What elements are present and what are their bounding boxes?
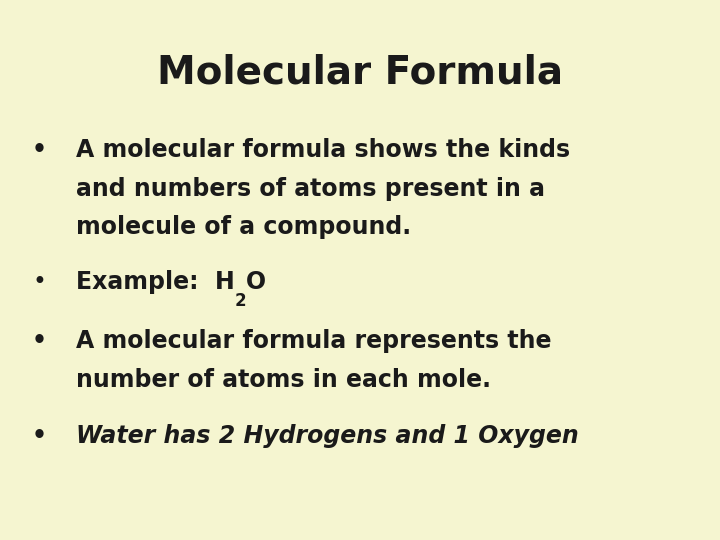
Text: •: • [32,329,47,353]
Text: A molecular formula shows the kinds: A molecular formula shows the kinds [76,138,570,161]
Text: number of atoms in each mole.: number of atoms in each mole. [76,368,490,392]
Text: •: • [32,138,47,161]
Text: •: • [32,270,47,294]
Text: molecule of a compound.: molecule of a compound. [76,215,410,239]
Text: 2: 2 [234,292,246,309]
Text: •: • [32,424,47,448]
Text: Molecular Formula: Molecular Formula [157,54,563,92]
Text: Water has 2 Hydrogens and 1 Oxygen: Water has 2 Hydrogens and 1 Oxygen [76,424,578,448]
Text: O: O [246,270,266,294]
Text: A molecular formula represents the: A molecular formula represents the [76,329,551,353]
Text: Example:  H: Example: H [76,270,234,294]
Text: and numbers of atoms present in a: and numbers of atoms present in a [76,177,544,200]
